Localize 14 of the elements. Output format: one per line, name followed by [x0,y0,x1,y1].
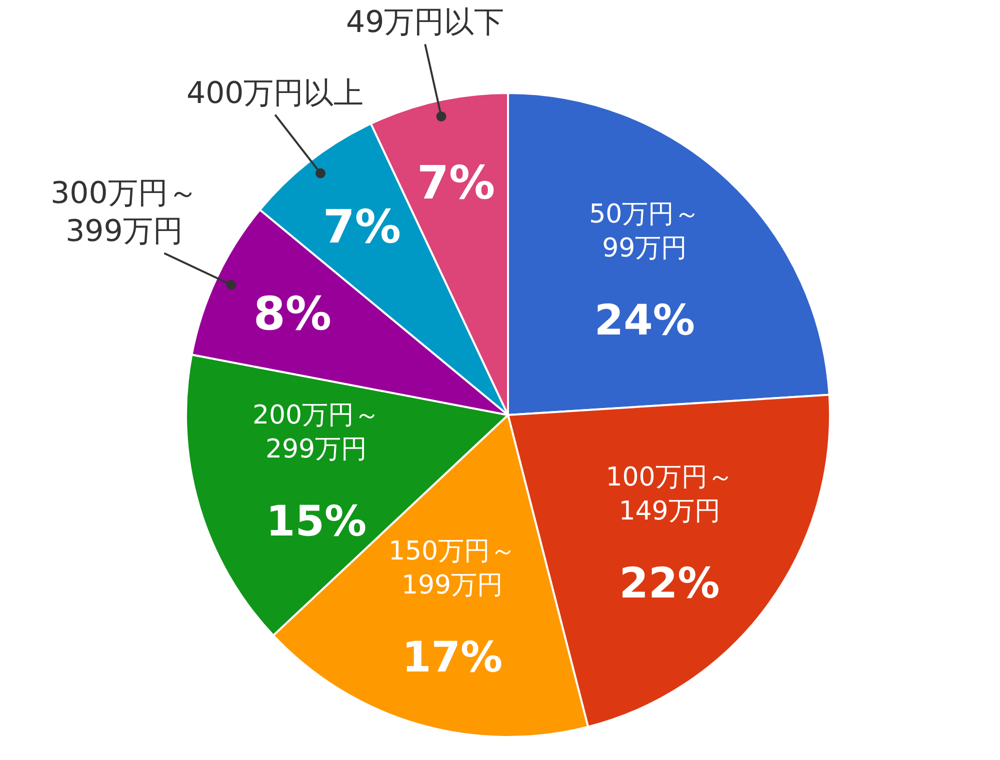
slice-label: 49万円以下 [346,5,504,40]
data-label: 8% [253,286,332,341]
data-label: 24% [594,295,695,344]
data-label: 7% [322,200,402,254]
slice-label: 400万円以上 [186,76,364,111]
data-label: 7% [416,155,496,210]
slice-label: 150万円～199万円 [388,536,516,601]
data-label: 22% [619,558,720,608]
data-label: 17% [402,632,503,682]
data-label: 15% [266,496,367,546]
slice-label: 200万円～299万円 [252,400,380,465]
slice-label: 100万円～149万円 [606,462,734,526]
slice-label: 50万円～99万円 [589,199,700,264]
slice-label: 300万円～399万円 [50,176,198,250]
